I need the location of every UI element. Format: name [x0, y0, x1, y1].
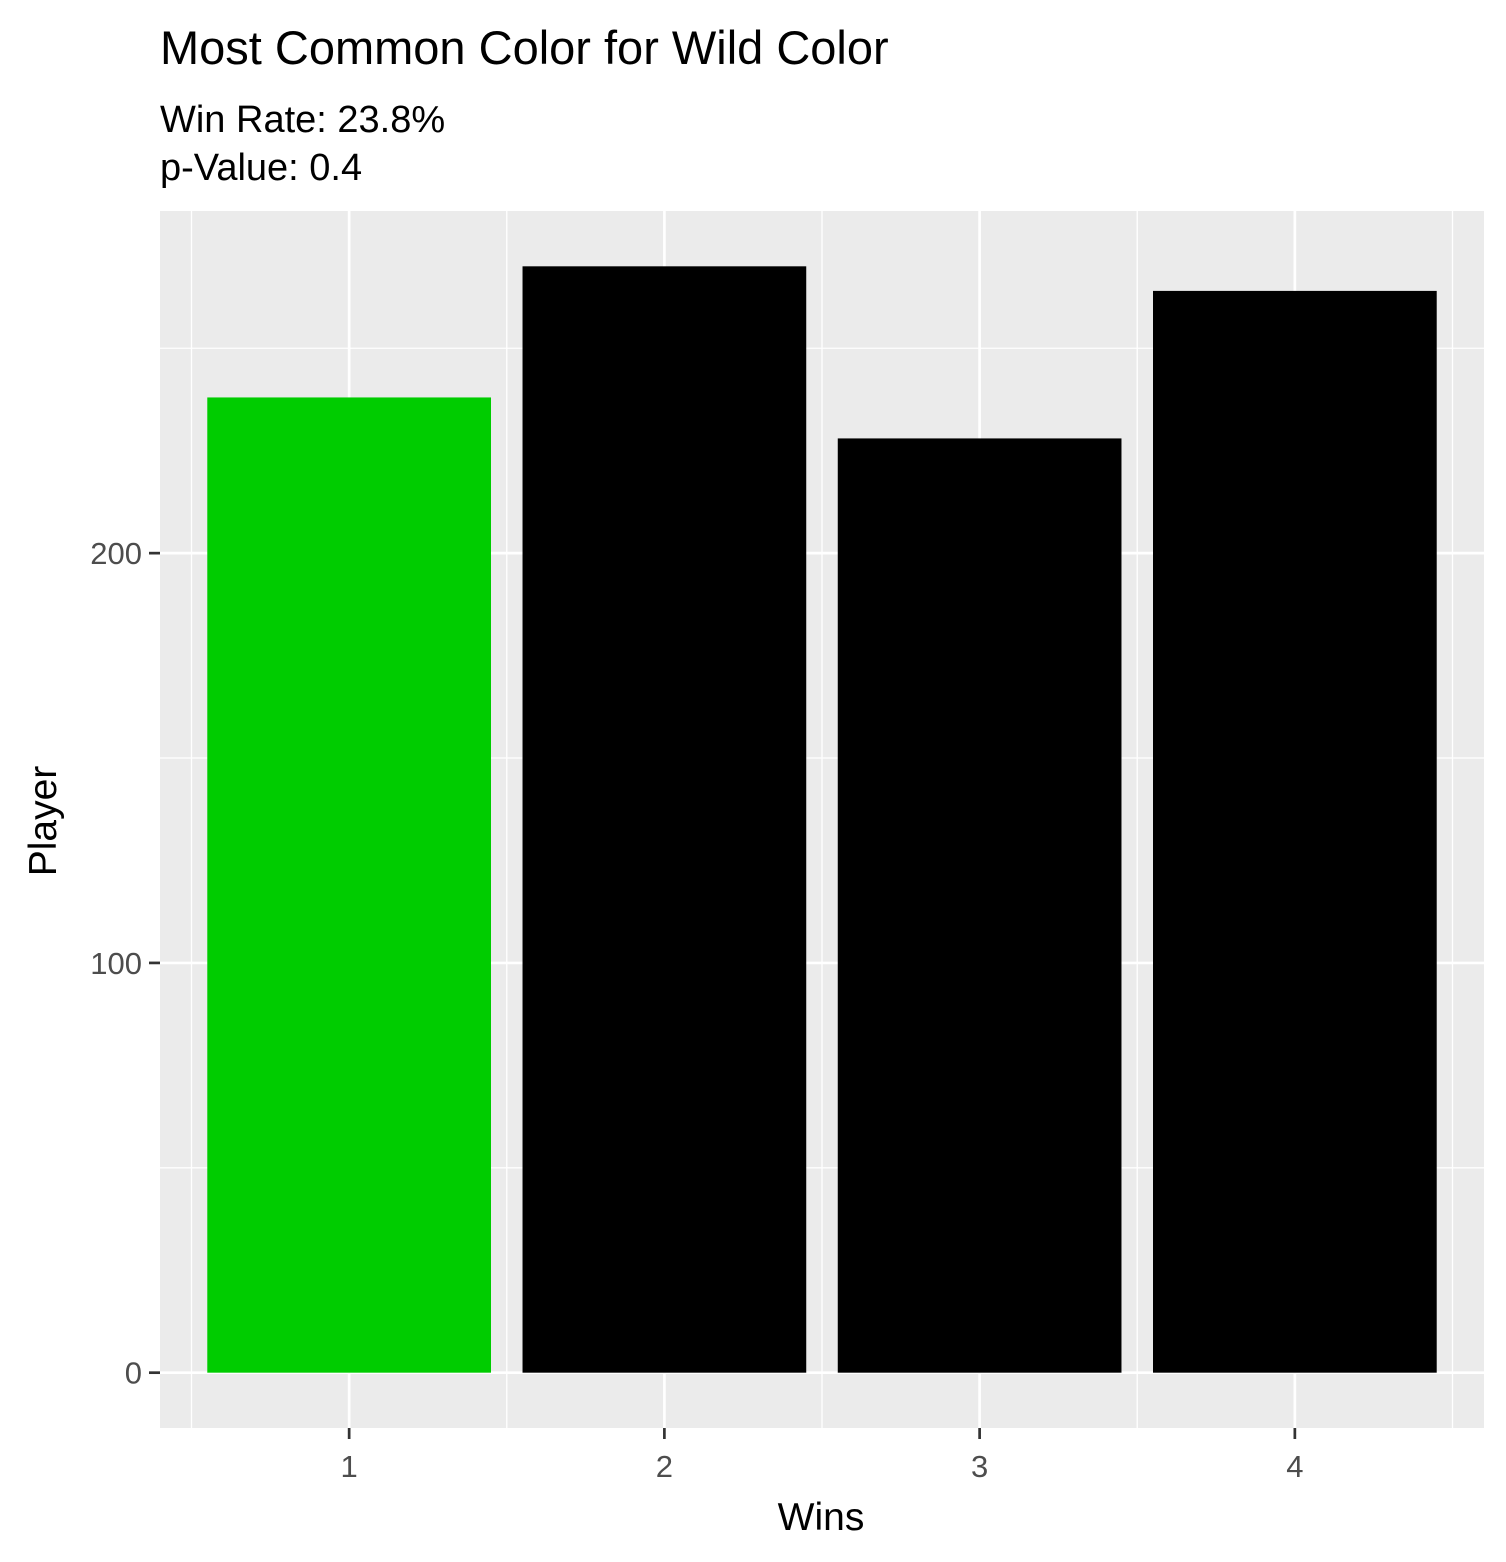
bar-wins-1	[207, 397, 492, 1373]
chart-subtitle-p-value: p-Value: 0.4	[160, 147, 362, 189]
bar-wins-4	[1153, 290, 1437, 1373]
x-tick-label-4: 4	[1286, 1449, 1303, 1484]
x-axis: 1 2 3 4	[341, 1428, 1303, 1484]
chart-title: Most Common Color for Wild Color	[160, 21, 889, 74]
x-tick-label-3: 3	[971, 1449, 988, 1484]
y-tick-label-2: 200	[90, 536, 142, 571]
bar-wins-3	[837, 438, 1122, 1373]
y-tick-label-1: 100	[90, 946, 142, 981]
y-tick-label-0: 0	[125, 1356, 142, 1391]
x-tick-label-1: 1	[341, 1449, 358, 1484]
x-tick-label-2: 2	[656, 1449, 673, 1484]
x-axis-title: Wins	[778, 1496, 865, 1539]
y-axis: 0 100 200	[90, 536, 160, 1391]
bars	[207, 266, 1437, 1373]
bar-wins-2	[522, 266, 807, 1373]
chart-subtitle-win-rate: Win Rate: 23.8%	[160, 99, 445, 141]
y-axis-title: Player	[22, 766, 65, 877]
